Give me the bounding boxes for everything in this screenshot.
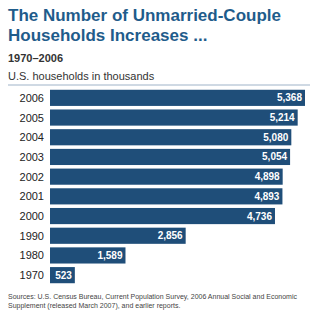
title: The Number of Unmarried-Couple Household… (8, 6, 308, 46)
category-label: 2003 (20, 151, 44, 163)
bar (50, 109, 298, 125)
bar (50, 90, 305, 106)
bar (50, 228, 186, 244)
category-label: 1970 (20, 269, 44, 281)
data-label: 1,589 (97, 250, 122, 261)
chart-container: 2006 5,368 2005 5,214 2004 5,080 2003 5,054 2002… (0, 0, 318, 320)
data-label: 5,214 (270, 112, 295, 123)
bars (50, 90, 305, 283)
category-label: 2001 (20, 190, 44, 202)
bar (50, 149, 290, 165)
category-label: 2000 (20, 210, 44, 222)
labels: 2006 5,368 2005 5,214 2004 5,080 2003 5,054 2002… (20, 92, 303, 281)
bar (50, 267, 75, 283)
separator (8, 85, 310, 86)
data-label: 4,736 (247, 211, 272, 222)
data-label: 5,054 (262, 151, 287, 162)
data-label: 4,898 (255, 171, 280, 182)
bar (50, 188, 282, 204)
bar (50, 208, 275, 224)
source-note: Sources: U.S. Census Bureau, Current Pop… (8, 292, 310, 310)
category-label: 1990 (20, 230, 44, 242)
subtitle: 1970–2006 (8, 52, 63, 64)
data-label: 5,080 (263, 132, 288, 143)
category-label: 2004 (20, 131, 44, 143)
data-label: 2,856 (158, 230, 183, 241)
category-label: 2006 (20, 92, 44, 104)
bar (50, 129, 291, 145)
axis-label: U.S. households in thousands (8, 70, 154, 82)
data-label: 5,368 (277, 92, 302, 103)
data-label: 523 (55, 270, 72, 281)
category-label: 2005 (20, 112, 44, 124)
data-label: 4,893 (254, 191, 279, 202)
category-label: 1980 (20, 249, 44, 261)
bar (50, 247, 125, 263)
bar (50, 169, 283, 185)
category-label: 2002 (20, 171, 44, 183)
chart-svg: 2006 5,368 2005 5,214 2004 5,080 2003 5,054 2002… (0, 0, 318, 320)
